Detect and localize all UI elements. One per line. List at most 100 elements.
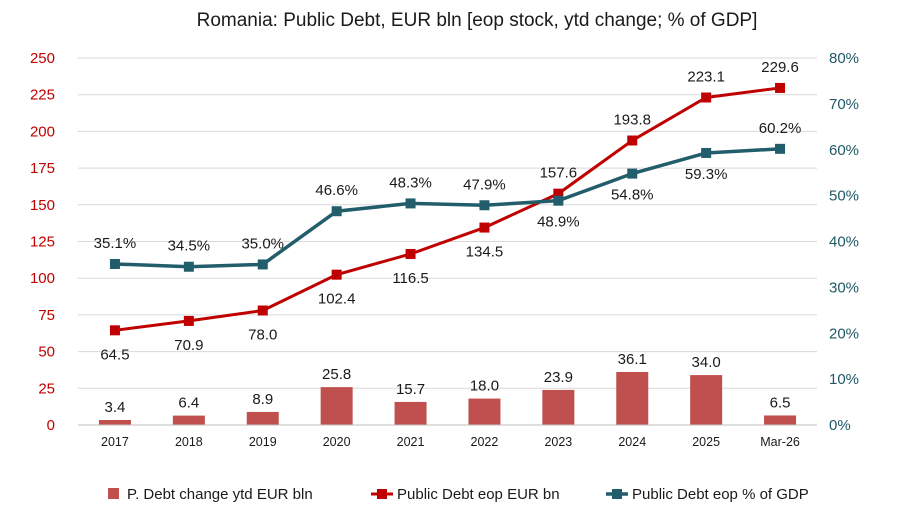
legend-label-line-eur: Public Debt eop EUR bn	[397, 486, 560, 503]
y-left-tick-label: 250	[30, 50, 55, 67]
bar-data-label: 23.9	[544, 369, 573, 386]
line-debt-gdp-label: 34.5%	[168, 238, 211, 255]
x-tick-label: 2024	[618, 435, 646, 449]
line-debt-gdp-label: 59.3%	[685, 166, 728, 183]
y-left-tick-label: 175	[30, 160, 55, 177]
bar-series	[98, 372, 797, 425]
bar	[98, 420, 131, 425]
axes: 0 25 50 75 100 125 150 175 200 225 250 0% 10% 20% 30% 4…	[30, 50, 859, 449]
line-debt-gdp-marker	[405, 198, 416, 209]
line-debt-gdp-marker	[257, 259, 268, 270]
bar	[690, 375, 723, 425]
y-right-tick-label: 70%	[829, 96, 859, 113]
x-tick-label: 2019	[249, 435, 277, 449]
legend-marker-line-gdp	[612, 489, 622, 499]
x-tick-label: Mar-26	[760, 435, 800, 449]
bar	[246, 411, 279, 425]
line-debt-eur-label: 229.6	[761, 59, 799, 76]
y-left-tick-label: 0	[47, 417, 55, 434]
y-left-tick-label: 25	[38, 380, 55, 397]
line-debt-gdp	[114, 147, 781, 269]
line-debt-gdp-marker	[479, 200, 490, 211]
line-debt-eur-label: 70.9	[174, 337, 203, 354]
line-debt-eur-label: 78.0	[248, 326, 277, 343]
line-debt-gdp-marker	[553, 195, 564, 206]
y-right-tick-label: 30%	[829, 279, 859, 296]
y-left-tick-label: 225	[30, 87, 55, 104]
data-labels: 3.4 6.4 8.9 25.8 15.7 18.0 23.9 36.1 34.0 6.5 64.5…	[94, 59, 802, 416]
line-debt-eur-label: 134.5	[466, 244, 504, 261]
line-debt-eur-marker	[701, 92, 712, 103]
bar	[394, 401, 427, 425]
bar-data-label: 25.8	[322, 366, 351, 383]
line-debt-gdp-marker	[627, 168, 638, 179]
x-tick-label: 2022	[471, 435, 499, 449]
line-debt-eur-label: 116.5	[392, 270, 428, 287]
bar	[172, 415, 205, 425]
line-debt-gdp-label: 48.9%	[537, 214, 580, 231]
x-tick-label: 2023	[544, 435, 572, 449]
line-debt-eur-marker	[331, 269, 342, 280]
line-debt-gdp-marker	[331, 206, 342, 217]
bar	[764, 415, 797, 425]
y-right-tick-label: 80%	[829, 50, 859, 67]
line-debt-eur-marker	[479, 222, 490, 233]
x-tick-label: 2021	[397, 435, 425, 449]
y-left-tick-label: 100	[30, 270, 55, 287]
y-left-tick-label: 125	[30, 234, 55, 251]
y-right-tick-label: 40%	[829, 234, 859, 251]
line-debt-eur-marker	[775, 82, 786, 93]
line-series	[109, 82, 786, 336]
line-debt-eur-marker	[109, 325, 120, 336]
line-debt-eur-label: 223.1	[687, 68, 725, 85]
line-debt-eur-marker	[553, 188, 564, 199]
chart-title: Romania: Public Debt, EUR bln [eop stock…	[197, 10, 758, 31]
x-tick-label: 2020	[323, 435, 351, 449]
line-debt-gdp-label: 60.2%	[759, 120, 802, 137]
line-debt-gdp-marker	[109, 258, 120, 269]
legend-marker-line-eur	[377, 489, 387, 499]
bar-data-label: 3.4	[105, 399, 126, 416]
line-debt-gdp-label: 46.6%	[315, 182, 358, 199]
line-debt-gdp-label: 35.0%	[241, 235, 284, 252]
y-right-tick-label: 50%	[829, 188, 859, 205]
bar	[468, 398, 501, 425]
y-right-tick-label: 20%	[829, 325, 859, 342]
line-debt-gdp-label: 54.8%	[611, 187, 654, 204]
x-tick-label: 2017	[101, 435, 129, 449]
line-debt-eur-marker	[627, 135, 638, 146]
line-debt-eur	[114, 86, 781, 332]
line-debt-eur-label: 102.4	[318, 291, 356, 308]
line-debt-gdp-marker	[701, 147, 712, 158]
line-debt-gdp-label: 47.9%	[463, 176, 506, 193]
bar-data-label: 6.5	[770, 394, 791, 411]
y-right-tick-label: 60%	[829, 142, 859, 159]
x-tick-label: 2025	[692, 435, 720, 449]
line-debt-eur-marker	[257, 305, 268, 316]
bar-data-label: 6.4	[178, 395, 199, 412]
y-left-tick-label: 150	[30, 197, 55, 214]
line-debt-eur-marker	[405, 248, 416, 259]
legend-label-bar: P. Debt change ytd EUR bln	[127, 486, 313, 503]
bar-data-label: 34.0	[692, 354, 721, 371]
line-debt-eur-label: 157.6	[540, 165, 578, 182]
x-tick-label: 2018	[175, 435, 203, 449]
line-debt-gdp-label: 48.3%	[389, 174, 432, 191]
line-debt-gdp-marker	[183, 261, 194, 272]
bar	[542, 389, 575, 425]
bar	[320, 387, 353, 425]
line-debt-gdp-marker	[775, 143, 786, 154]
bar-data-label: 8.9	[252, 391, 273, 408]
y-left-tick-label: 200	[30, 123, 55, 140]
legend-swatch-bar	[108, 488, 119, 499]
line-debt-gdp-label: 35.1%	[94, 235, 137, 252]
bar-data-label: 18.0	[470, 378, 499, 395]
line-debt-eur-label: 193.8	[613, 112, 651, 129]
legend-label-line-gdp: Public Debt eop % of GDP	[632, 486, 809, 503]
bar-data-label: 15.7	[396, 381, 425, 398]
y-right-tick-label: 10%	[829, 371, 859, 388]
y-right-tick-label: 0%	[829, 417, 851, 434]
legend: P. Debt change ytd EUR bln Public Debt eo…	[108, 486, 809, 503]
line-debt-eur-label: 64.5	[100, 346, 129, 363]
